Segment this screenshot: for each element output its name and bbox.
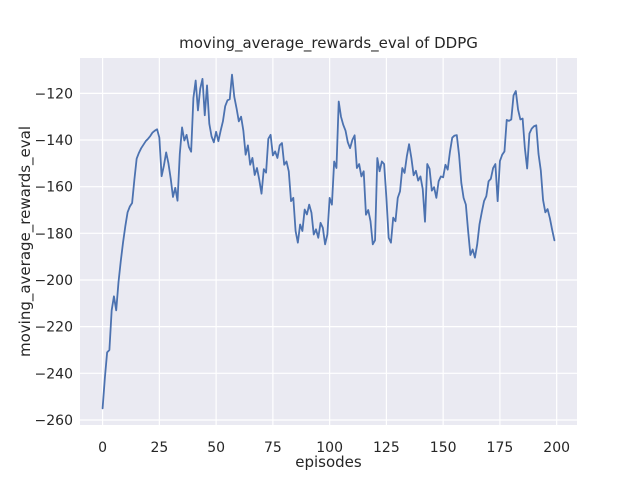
y-axis-label: moving_average_rewards_eval — [16, 126, 35, 357]
grid-layer — [80, 58, 577, 425]
reward-line — [101, 73, 556, 410]
y-tick-label: −180 — [35, 226, 73, 242]
y-tick-label: −160 — [35, 180, 73, 196]
x-tick-label: 50 — [207, 440, 225, 456]
tick-layer: 0 25 50 75 100 125 150 175 200 −120 −140 −160 −180 −2… — [35, 86, 570, 456]
x-tick-label: 0 — [98, 440, 107, 456]
x-axis-label: episodes — [295, 453, 362, 471]
y-tick-label: −260 — [35, 413, 73, 429]
y-tick-label: −220 — [35, 320, 73, 336]
chart-title: moving_average_rewards_eval of DDPG — [179, 34, 478, 53]
plot-background — [80, 58, 577, 425]
y-tick-label: −240 — [35, 366, 73, 382]
x-tick-label: 200 — [543, 440, 570, 456]
x-tick-label: 175 — [487, 440, 514, 456]
x-tick-label: 150 — [430, 440, 457, 456]
x-tick-label: 75 — [264, 440, 282, 456]
x-tick-label: 125 — [373, 440, 400, 456]
y-tick-label: −120 — [35, 86, 73, 102]
y-tick-label: −140 — [35, 133, 73, 149]
y-tick-label: −200 — [35, 273, 73, 289]
x-tick-label: 25 — [150, 440, 168, 456]
x-tick-label: 100 — [316, 440, 343, 456]
